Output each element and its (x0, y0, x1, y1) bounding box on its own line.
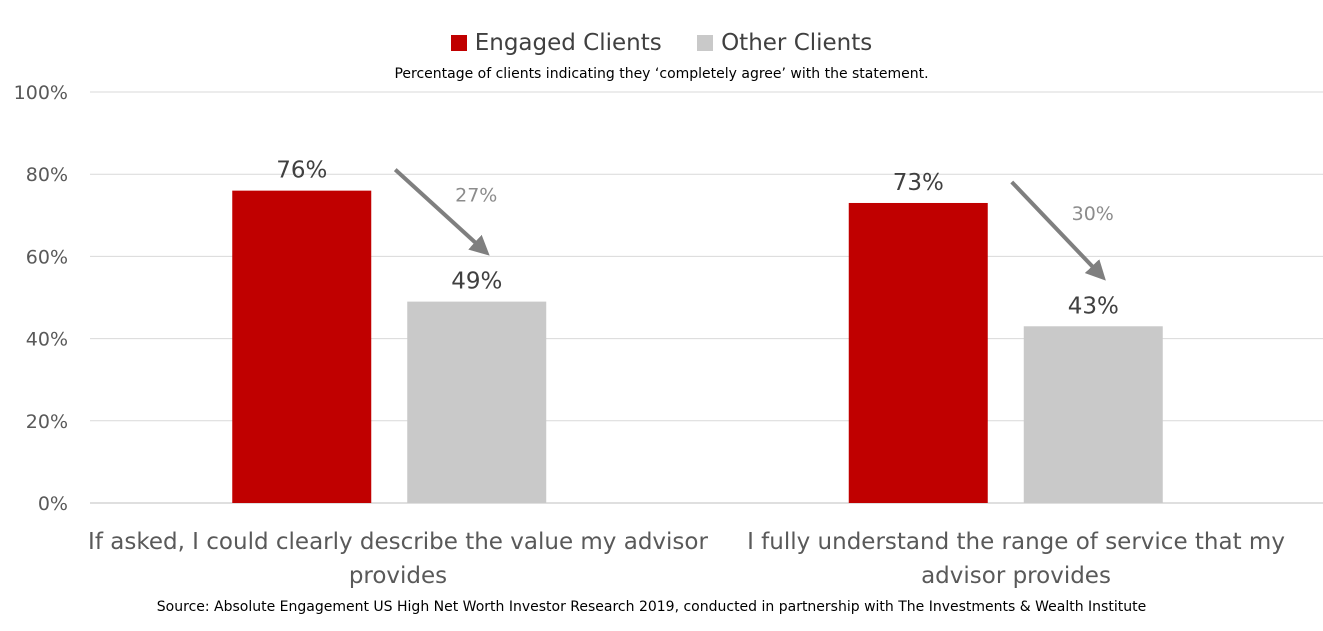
data-label-engaged-1: 76% (276, 158, 327, 184)
bar-other-2 (1023, 326, 1163, 503)
legend-swatch-engaged (450, 35, 467, 51)
y-tick-label-40: 40% (26, 329, 68, 351)
category-label-1: If asked, I could clearly describe the v… (88, 529, 708, 589)
bars (232, 190, 1163, 503)
difference-arrow-1 (393, 168, 490, 256)
source-note: Source: Absolute Engagement US High Net … (156, 599, 1147, 615)
difference-arrows: 27% 30% (393, 168, 1114, 281)
y-tick-label-20: 20% (26, 411, 68, 433)
y-tick-label-80: 80% (26, 164, 68, 186)
bar-other-1 (407, 301, 547, 503)
legend-swatch-other (697, 35, 714, 51)
bar-engaged-1 (232, 190, 372, 503)
chart-subtitle: Percentage of clients indicating they ‘c… (394, 66, 929, 82)
category-label-2: I fully understand the range of service … (747, 529, 1285, 589)
data-label-other-2: 43% (1068, 293, 1119, 319)
y-axis-ticks: 0% 20% 40% 60% 80% 100% (14, 82, 68, 515)
data-label-other-1: 49% (451, 269, 502, 295)
data-labels: 76% 49% 73% 43% (276, 158, 1119, 320)
y-tick-label-60: 60% (26, 246, 68, 268)
legend-label-engaged: Engaged Clients (474, 30, 662, 56)
legend: Engaged Clients Other Clients (0, 30, 1323, 57)
y-tick-label-0: 0% (38, 493, 68, 515)
bar-engaged-2 (848, 202, 988, 503)
difference-arrow-2 (1010, 180, 1106, 281)
y-tick-label-100: 100% (14, 82, 68, 104)
data-label-engaged-2: 73% (893, 170, 944, 196)
legend-item-engaged: Engaged Clients (450, 30, 662, 56)
legend-label-other: Other Clients (721, 30, 873, 56)
difference-label-1: 27% (455, 185, 497, 207)
difference-label-2: 30% (1072, 203, 1114, 225)
legend-item-other: Other Clients (697, 30, 872, 56)
